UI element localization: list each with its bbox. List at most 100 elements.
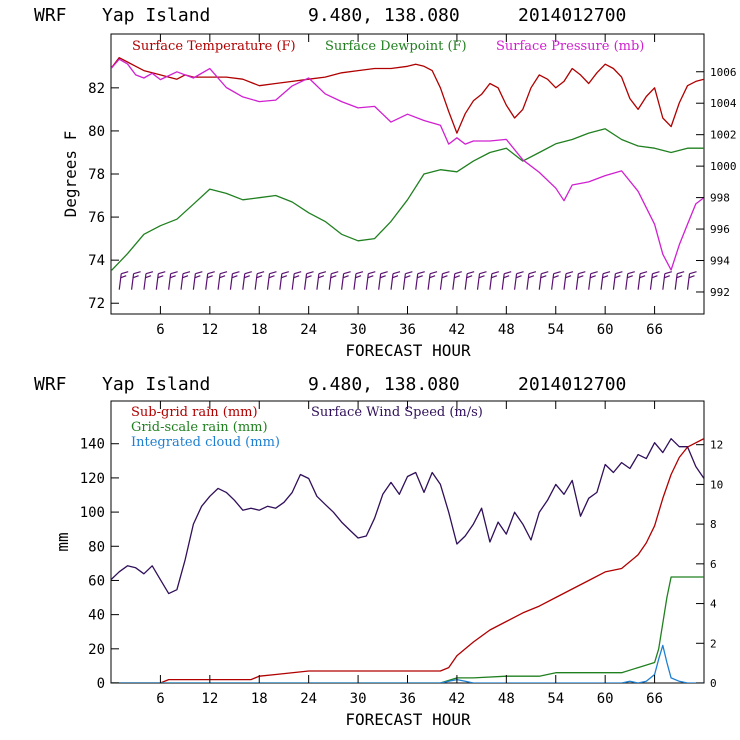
wind-barb bbox=[662, 271, 672, 290]
wind-barb bbox=[118, 271, 129, 290]
panel-1-title-coords: 9.480, 138.080 bbox=[308, 5, 460, 26]
y-tick-label: 78 bbox=[88, 167, 105, 183]
panel-2-title-coords: 9.480, 138.080 bbox=[308, 374, 460, 395]
y2-tick-label: 0 bbox=[710, 677, 717, 690]
wind-barb bbox=[649, 271, 660, 290]
wind-barb bbox=[402, 271, 413, 290]
wind-barb bbox=[378, 271, 388, 290]
wind-barb bbox=[242, 271, 252, 290]
y-tick-label: 0 bbox=[97, 676, 105, 692]
y-tick-label: 60 bbox=[88, 573, 105, 589]
wind-barb bbox=[501, 271, 512, 290]
wind-barb bbox=[192, 271, 203, 290]
panel-2-title-run: 2014012700 bbox=[518, 374, 626, 395]
panel-1-title: WRF Yap Island 9.480, 138.080 2014012700 bbox=[34, 5, 626, 26]
y-tick-label: 72 bbox=[88, 296, 105, 312]
x-tick-label: 24 bbox=[300, 322, 317, 338]
wind-barb bbox=[526, 271, 537, 290]
y-tick-label: 120 bbox=[80, 471, 105, 487]
wind-barb bbox=[427, 271, 438, 290]
x-tick-label: 6 bbox=[156, 322, 164, 338]
y2-tick-label: 12 bbox=[710, 439, 723, 452]
y2-tick-label: 996 bbox=[710, 223, 730, 236]
series-line-integrated-cloud-mm bbox=[111, 644, 704, 683]
x-tick-label: 66 bbox=[646, 691, 663, 707]
wind-barb bbox=[205, 271, 215, 290]
panel-2-series bbox=[111, 438, 704, 683]
wind-barb bbox=[489, 271, 500, 290]
wind-barb bbox=[538, 271, 549, 290]
x-tick-label: 66 bbox=[646, 322, 663, 338]
x-tick-label: 60 bbox=[597, 691, 614, 707]
series-line-surface-pressure-mb bbox=[111, 58, 704, 271]
wind-barb bbox=[254, 271, 265, 290]
series-line-surface-temperature-f bbox=[111, 57, 704, 134]
x-tick-label: 42 bbox=[448, 691, 465, 707]
y-tick-label: 80 bbox=[88, 124, 105, 140]
wind-barb bbox=[588, 271, 598, 290]
panel-2-title-location: Yap Island bbox=[102, 374, 210, 395]
legend-surface-dewpoint: Surface Dewpoint (F) bbox=[325, 39, 467, 54]
y2-tick-label: 992 bbox=[710, 286, 730, 299]
panel-1-legend: Surface Temperature (F) Surface Dewpoint… bbox=[132, 39, 644, 54]
series-line-sub-grid-rain-mm bbox=[111, 438, 704, 683]
wind-barb bbox=[600, 271, 611, 290]
y-tick-label: 76 bbox=[88, 210, 105, 226]
x-tick-label: 36 bbox=[399, 322, 416, 338]
panel-2-legend: Sub-grid rain (mm) Surface Wind Speed (m… bbox=[131, 405, 483, 450]
y2-tick-label: 1002 bbox=[710, 129, 737, 142]
x-tick-label: 18 bbox=[251, 691, 268, 707]
wind-barb bbox=[279, 271, 290, 290]
panel-1-wind-barbs bbox=[118, 271, 697, 290]
y2-tick-label: 4 bbox=[710, 598, 717, 611]
panel-2-title: WRF Yap Island 9.480, 138.080 2014012700 bbox=[34, 374, 626, 395]
x-tick-label: 18 bbox=[251, 322, 268, 338]
x-tick-label: 24 bbox=[300, 691, 317, 707]
x-tick-label: 30 bbox=[350, 322, 367, 338]
y2-tick-label: 8 bbox=[710, 518, 717, 531]
y2-tick-label: 998 bbox=[710, 192, 730, 205]
x-tick-label: 30 bbox=[350, 691, 367, 707]
wind-barb bbox=[452, 271, 462, 290]
panel-1-ylabel: Degrees F bbox=[61, 131, 80, 218]
wind-barb bbox=[464, 271, 475, 290]
wind-barb bbox=[390, 271, 401, 290]
legend-subgrid-rain: Sub-grid rain (mm) bbox=[131, 405, 258, 420]
x-tick-label: 60 bbox=[597, 322, 614, 338]
legend-grid-scale-rain: Grid-scale rain (mm) bbox=[131, 420, 268, 435]
y2-tick-label: 1000 bbox=[710, 160, 737, 173]
wind-barb bbox=[155, 271, 166, 290]
panel-1-xlabel: FORECAST HOUR bbox=[345, 341, 471, 360]
x-tick-label: 42 bbox=[448, 322, 465, 338]
legend-surface-pressure: Surface Pressure (mb) bbox=[496, 39, 644, 54]
wind-barb bbox=[637, 271, 648, 290]
x-tick-label: 48 bbox=[498, 322, 515, 338]
wind-barb bbox=[291, 271, 302, 290]
wind-barb bbox=[168, 271, 178, 290]
x-tick-label: 54 bbox=[547, 322, 564, 338]
panel-1-title-run: 2014012700 bbox=[518, 5, 626, 26]
wind-barb bbox=[365, 271, 376, 290]
wind-barb bbox=[674, 271, 685, 290]
wind-barb bbox=[612, 271, 623, 290]
y-tick-label: 74 bbox=[88, 253, 105, 269]
wind-barb bbox=[513, 271, 524, 290]
wind-barb bbox=[415, 271, 425, 290]
y2-tick-label: 10 bbox=[710, 478, 723, 491]
legend-surface-wind-speed: Surface Wind Speed (m/s) bbox=[311, 405, 483, 420]
y-tick-label: 140 bbox=[80, 437, 105, 453]
y-tick-label: 100 bbox=[80, 505, 105, 521]
wind-barb bbox=[353, 271, 364, 290]
y2-tick-label: 1004 bbox=[710, 97, 737, 110]
wind-barb bbox=[130, 271, 141, 290]
y-tick-label: 40 bbox=[88, 608, 105, 624]
wind-barb bbox=[266, 271, 277, 290]
wind-barb bbox=[439, 271, 450, 290]
x-tick-label: 54 bbox=[547, 691, 564, 707]
panel-2-ticks: 6 12 18 24 30 36 42 48 54 60 660204060801001201400… bbox=[80, 401, 723, 707]
series-line-surface-dewpoint-f bbox=[111, 128, 704, 272]
wind-barb bbox=[625, 271, 635, 290]
y2-tick-label: 1006 bbox=[710, 66, 737, 79]
panel-2-ylabel: mm bbox=[53, 532, 72, 551]
